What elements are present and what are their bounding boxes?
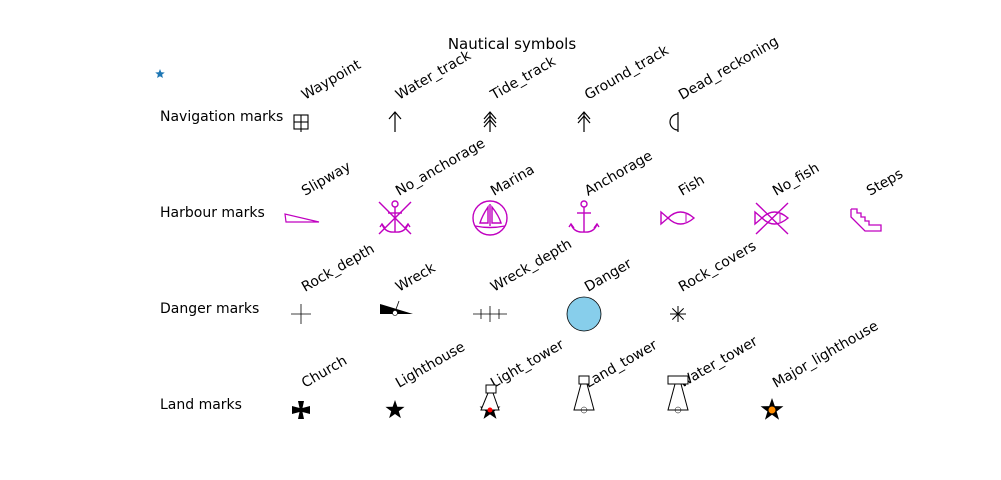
light-tower-icon: [479, 384, 501, 419]
wreck-depth-icon: [473, 306, 507, 322]
symbol-row: Harbour marks Slipway No_anchorage Marina An…: [160, 135, 906, 236]
symbol-label: Fish: [676, 172, 707, 199]
symbol-row: Land marks Church Lighthouse Light_tower Lan…: [160, 318, 881, 420]
symbol-cell: Anchorage: [568, 148, 655, 233]
symbol-cell: Tide_track: [483, 53, 559, 132]
figure-title: Nautical symbols: [448, 35, 577, 53]
symbol-cell: Waypoint: [293, 57, 364, 132]
rock-covers-icon: [670, 306, 686, 322]
symbol-label: Ground_track: [582, 42, 672, 103]
symbol-cell: Lighthouse: [385, 339, 468, 419]
symbol-cell: Ground_track: [577, 42, 672, 132]
symbol-label: Rock_covers: [676, 238, 759, 295]
symbol-row: Danger marks Rock_depth Wreck Wreck_depth Da…: [160, 236, 759, 332]
dead-reckoning-icon: [669, 112, 679, 132]
water-track-arrow-icon: [388, 111, 402, 132]
row-label: Navigation marks: [160, 109, 283, 125]
symbol-cell: Wreck: [380, 260, 439, 316]
anchor-icon: [568, 200, 600, 233]
symbol-cell: No_anchorage: [378, 135, 488, 235]
no-fish-icon: [754, 202, 790, 235]
lighthouse-star-icon: [385, 400, 405, 419]
symbol-cell: Wreck_depth: [473, 236, 575, 322]
symbol-label: Wreck_depth: [488, 236, 575, 295]
no-anchorage-icon: [378, 200, 412, 235]
major-lighthouse-icon: [760, 398, 784, 420]
symbol-cell: Major_lighthouse: [760, 318, 881, 420]
symbol-cell: Dead_reckoning: [669, 33, 781, 132]
symbol-label: Waypoint: [299, 57, 364, 104]
wreck-icon: [380, 300, 413, 316]
marina-icon: [472, 200, 508, 236]
symbol-label: Anchorage: [582, 148, 655, 200]
steps-icon: [850, 208, 882, 232]
symbol-cell: No_fish: [754, 160, 822, 235]
symbol-label: Light_tower: [488, 337, 567, 392]
symbol-label: Tide_track: [487, 53, 559, 104]
symbol-grid: Navigation marks Waypoint Water_track Tide_…: [160, 33, 906, 420]
danger-circle-icon: [566, 296, 602, 332]
symbol-cell: Water_track: [388, 47, 475, 132]
symbol-cell: Fish: [660, 172, 707, 226]
symbol-label: Water_tower: [676, 333, 761, 391]
symbol-label: Dead_reckoning: [676, 33, 781, 103]
rock-depth-icon: [291, 304, 311, 324]
symbol-label: Marina: [488, 162, 537, 200]
symbol-cell: Slipway: [284, 159, 354, 223]
row-label: Harbour marks: [160, 205, 265, 221]
symbol-cell: Steps: [850, 166, 906, 232]
symbol-label: Slipway: [299, 159, 354, 200]
symbol-cell: Rock_depth: [291, 241, 377, 324]
symbol-label: Major_lighthouse: [770, 318, 881, 391]
church-icon: [292, 401, 310, 419]
symbol-cell: Church: [292, 353, 350, 419]
ground-track-arrow-icon: [577, 111, 591, 132]
tide-track-arrow-icon: [483, 111, 497, 132]
symbol-label: Water_track: [393, 47, 475, 103]
symbol-cell: Rock_covers: [670, 238, 759, 322]
slipway-icon: [284, 213, 320, 223]
symbol-label: Danger: [582, 256, 635, 296]
symbol-cell: Light_tower: [479, 337, 567, 419]
symbol-label: No_anchorage: [393, 135, 488, 199]
symbol-cell: Land_tower: [573, 337, 660, 414]
water-tower-icon: [667, 375, 689, 414]
symbol-label: Steps: [864, 166, 906, 199]
land-tower-icon: [573, 375, 595, 414]
fish-icon: [660, 210, 696, 226]
waypoint-icon: [293, 114, 309, 132]
symbol-label: Wreck: [393, 260, 439, 296]
symbol-label: Lighthouse: [393, 339, 468, 391]
symbol-cell: Marina: [472, 162, 537, 236]
symbol-label: Church: [299, 353, 350, 392]
row-label: Land marks: [160, 397, 242, 413]
symbol-cell: Danger: [566, 256, 635, 332]
row-label: Danger marks: [160, 301, 259, 317]
symbol-label: Land_tower: [582, 337, 660, 391]
star-marker-icon: [155, 69, 165, 79]
symbol-cell: Water_tower: [667, 333, 761, 414]
symbol-label: Rock_depth: [299, 241, 377, 295]
symbol-label: No_fish: [770, 160, 822, 199]
